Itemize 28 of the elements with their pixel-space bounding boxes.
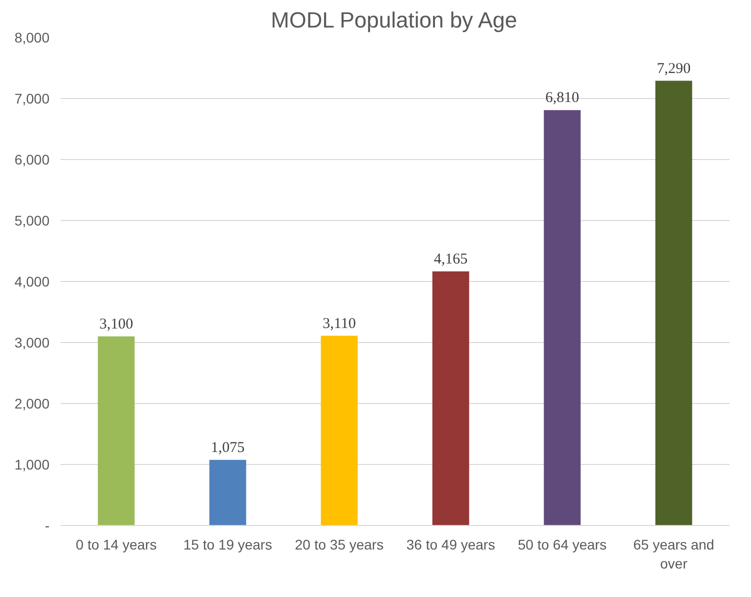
chart-title: MODL Population by Age (270, 8, 518, 32)
x-tick-label: 36 to 49 years (406, 536, 496, 552)
y-tick-label: 6,000 (14, 152, 50, 168)
y-tick-label: 8,000 (14, 30, 50, 46)
x-tick-label: 20 to 35 years (294, 536, 384, 552)
bar (98, 336, 135, 526)
bar (320, 336, 358, 526)
bar (544, 110, 581, 526)
bar (209, 460, 246, 526)
y-tick-label: 4,000 (14, 274, 50, 290)
data-label: 6,810 (545, 90, 580, 106)
x-tick-label: 0 to 14 years (76, 536, 157, 552)
data-label: 7,290 (656, 60, 691, 77)
data-label: 1,075 (210, 440, 245, 456)
y-tick-label: 7,000 (14, 90, 50, 106)
data-label: 3,100 (99, 316, 134, 332)
bar (655, 80, 692, 526)
y-tick-label: 5,000 (14, 212, 50, 228)
x-tick-label: 50 to 64 years (518, 536, 607, 552)
y-tick-label: 2,000 (14, 396, 50, 412)
data-label: 3,110 (322, 316, 356, 332)
bar (432, 271, 470, 526)
x-tick-label: 65 years and over (633, 536, 714, 572)
y-tick-label: 3,000 (14, 334, 50, 350)
y-tick-label: 1,000 (14, 456, 50, 472)
x-tick-label: 15 to 19 years (183, 536, 272, 552)
y-tick-label: - (44, 518, 50, 534)
data-label: 4,165 (434, 251, 468, 268)
